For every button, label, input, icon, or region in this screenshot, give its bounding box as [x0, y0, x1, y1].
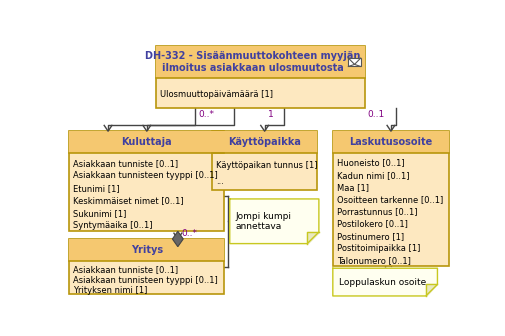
Text: Etunimi [1]: Etunimi [1] [73, 184, 120, 193]
Text: Yrityksen nimi [1]: Yrityksen nimi [1] [73, 286, 147, 295]
Bar [348, 58, 361, 67]
Bar [69, 239, 224, 294]
Bar [212, 131, 317, 190]
Text: DH-332 - Sisäänmuuttokohteen myyjän
ilmoitus asiakkaan ulosmuutosta: DH-332 - Sisäänmuuttokohteen myyjän ilmo… [145, 51, 361, 73]
Polygon shape [172, 231, 183, 247]
Bar [69, 131, 224, 231]
Text: Kuluttaja: Kuluttaja [122, 137, 172, 147]
Text: 0..*: 0..* [181, 229, 197, 238]
Text: Syntymäaika [0..1]: Syntymäaika [0..1] [73, 221, 153, 230]
Text: ...: ... [216, 177, 224, 186]
Text: Porrastunnus [0..1]: Porrastunnus [0..1] [337, 207, 417, 216]
Text: Ulosmuuttopäivämäärä [1]: Ulosmuuttopäivämäärä [1] [160, 90, 273, 99]
Text: Maa [1]: Maa [1] [337, 183, 369, 192]
Polygon shape [333, 268, 437, 296]
Bar [156, 46, 366, 108]
Text: 0..1: 0..1 [368, 110, 385, 119]
Text: Sukunimi [1]: Sukunimi [1] [73, 209, 127, 218]
Bar [69, 239, 224, 260]
Text: Laskutusosoite: Laskutusosoite [349, 137, 433, 147]
Text: Yritys: Yritys [131, 245, 163, 255]
Bar [69, 131, 224, 153]
Text: Talonumero [0..1]: Talonumero [0..1] [337, 256, 411, 265]
Polygon shape [426, 284, 437, 296]
Text: Postitoimipaikka [1]: Postitoimipaikka [1] [337, 244, 420, 253]
Text: Keskimmäiset nimet [0..1]: Keskimmäiset nimet [0..1] [73, 196, 184, 205]
Bar [156, 46, 366, 78]
Text: Jompi kumpi
annettava: Jompi kumpi annettava [236, 212, 292, 231]
Text: Osoitteen tarkenne [0..1]: Osoitteen tarkenne [0..1] [337, 195, 443, 204]
Bar [333, 131, 449, 266]
Text: Loppulaskun osoite: Loppulaskun osoite [339, 278, 426, 287]
Text: 0..*: 0..* [199, 110, 215, 119]
Text: Asiakkaan tunniste [0..1]: Asiakkaan tunniste [0..1] [73, 265, 178, 274]
Text: Asiakkaan tunniste [0..1]: Asiakkaan tunniste [0..1] [73, 159, 178, 168]
Bar [333, 131, 449, 153]
Bar [212, 131, 317, 153]
Polygon shape [307, 232, 319, 244]
Text: Asiakkaan tunnisteen tyyppi [0..1]: Asiakkaan tunnisteen tyyppi [0..1] [73, 171, 218, 180]
Text: Postinumero [1]: Postinumero [1] [337, 232, 404, 241]
Text: Kadun nimi [0..1]: Kadun nimi [0..1] [337, 171, 409, 180]
Text: Asiakkaan tunnisteen tyyppi [0..1]: Asiakkaan tunnisteen tyyppi [0..1] [73, 276, 218, 285]
Text: 1: 1 [268, 110, 274, 119]
Polygon shape [230, 199, 319, 244]
Text: Postilokero [0..1]: Postilokero [0..1] [337, 219, 408, 228]
Text: Käyttöpaikka: Käyttöpaikka [228, 137, 301, 147]
Text: Käyttöpaikan tunnus [1]: Käyttöpaikan tunnus [1] [216, 161, 317, 170]
Text: Huoneisto [0..1]: Huoneisto [0..1] [337, 159, 405, 168]
